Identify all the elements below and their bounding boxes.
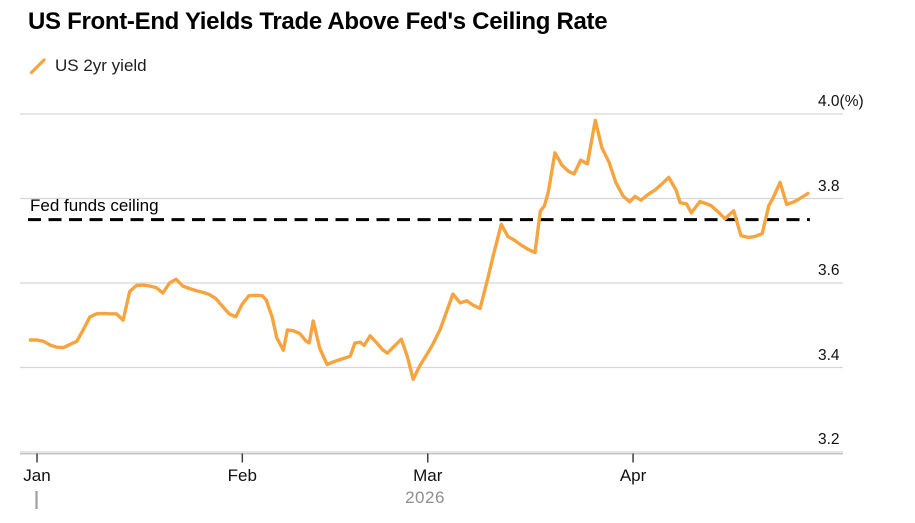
y-tick-label: 3.4 [818, 346, 840, 364]
y-tick-label: 3.6 [818, 262, 840, 279]
x-axis-year-label: 2026 [405, 488, 445, 507]
us-2yr-yield-line [28, 118, 810, 381]
line-series-icon [29, 57, 46, 74]
legend: US 2yr yield [29, 56, 147, 76]
x-tick-label: Feb [227, 466, 257, 485]
y-tick-label: 3.8 [818, 177, 840, 195]
y-tick-label: 4.0(%) [818, 93, 864, 110]
fed-funds-ceiling-label: Fed funds ceiling [30, 196, 159, 215]
legend-label: US 2yr yield [55, 56, 147, 75]
x-tick-label: Mar [413, 466, 443, 485]
y-tick-label: 3.2 [818, 431, 840, 448]
x-tick-label: Apr [619, 466, 647, 485]
chart-title: US Front-End Yields Trade Above Fed's Ce… [28, 8, 608, 35]
x-tick-label: Jan [23, 466, 51, 485]
